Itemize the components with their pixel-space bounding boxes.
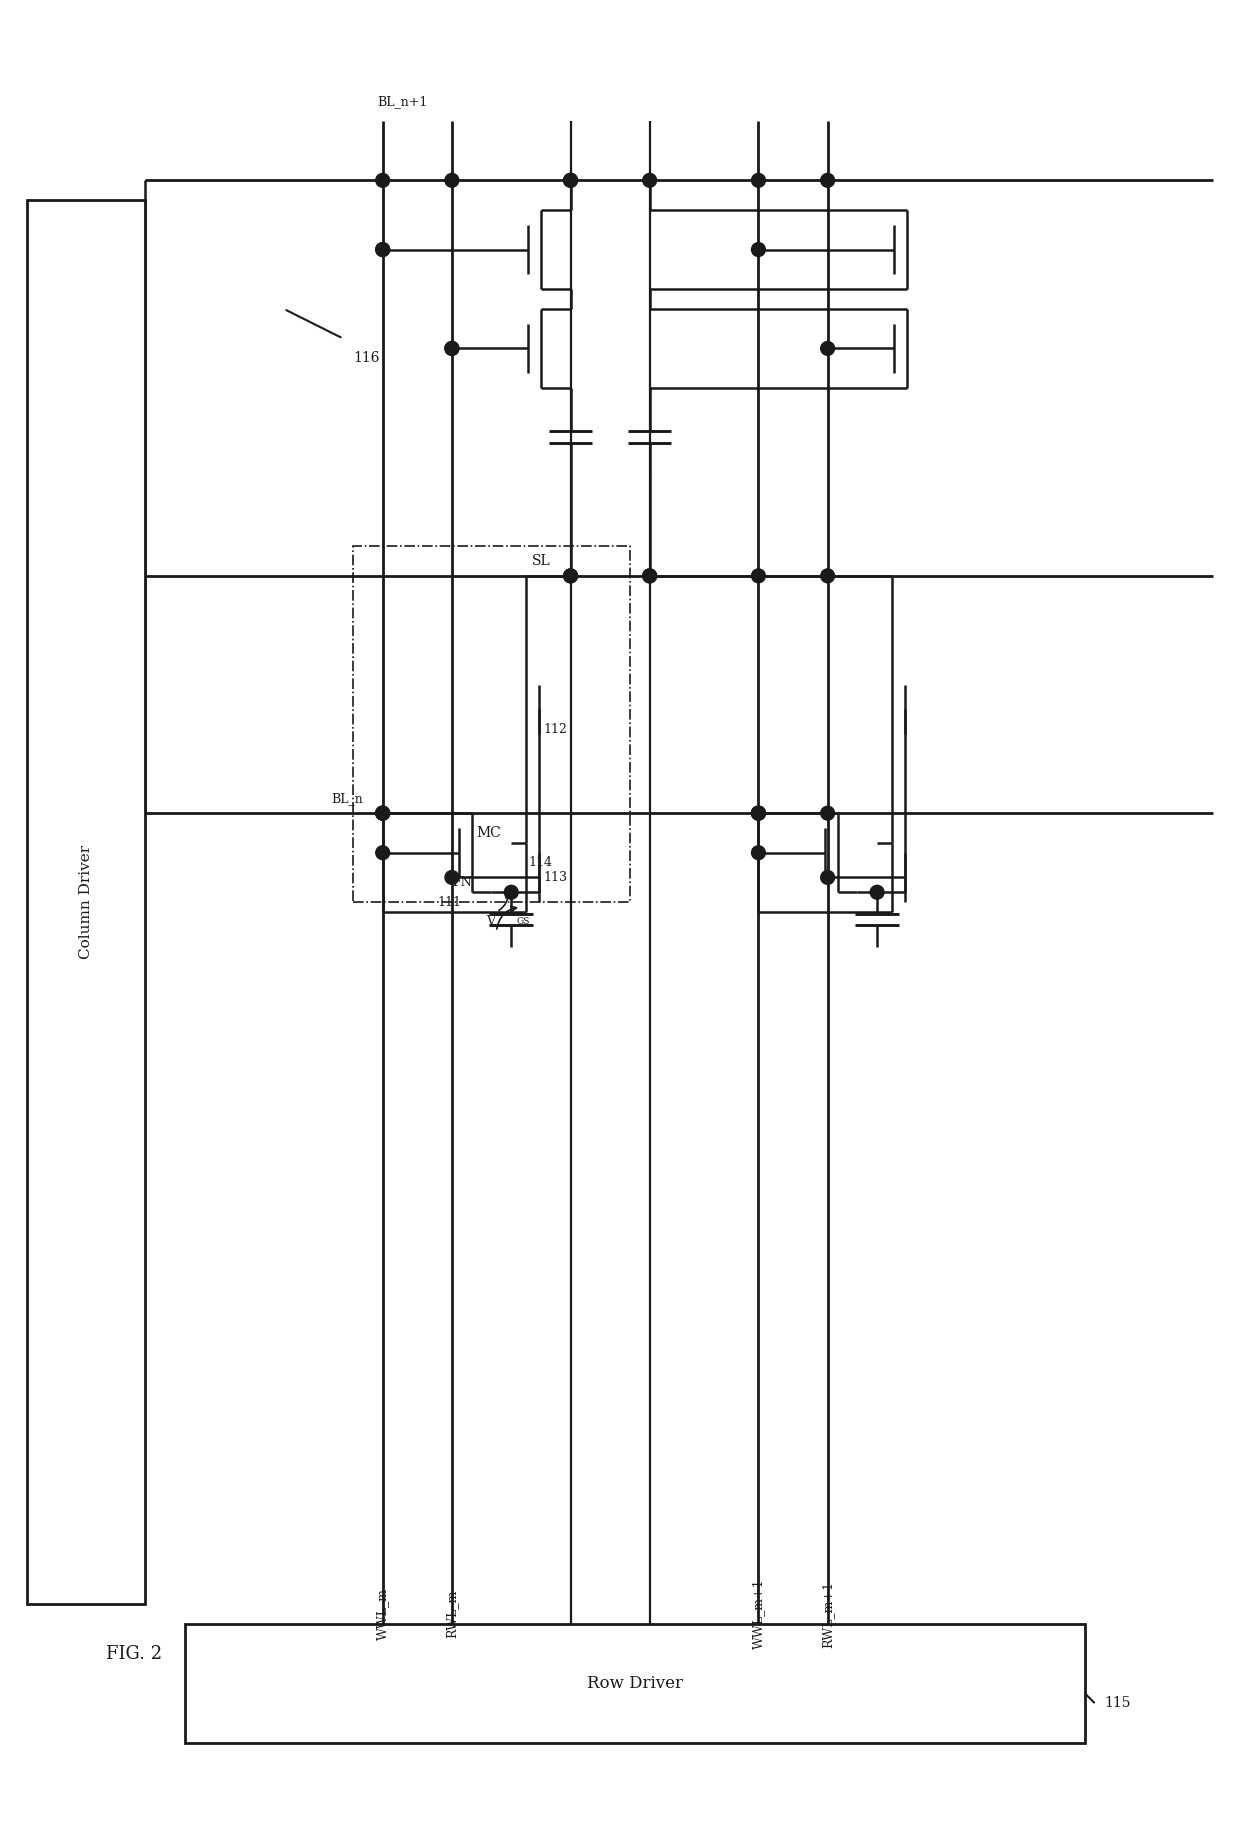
Circle shape: [376, 846, 389, 859]
Circle shape: [376, 806, 389, 821]
Circle shape: [445, 174, 459, 187]
Text: MC: MC: [476, 826, 501, 839]
Circle shape: [821, 570, 835, 583]
Text: SL: SL: [532, 553, 551, 568]
Circle shape: [642, 570, 657, 583]
Text: GS: GS: [516, 918, 529, 927]
Text: V: V: [486, 916, 496, 929]
Circle shape: [751, 806, 765, 821]
Text: WWL_m+1: WWL_m+1: [751, 1579, 765, 1649]
Circle shape: [751, 806, 765, 821]
Circle shape: [564, 570, 578, 583]
Text: FN: FN: [453, 876, 471, 889]
Bar: [27, 200, 145, 1605]
Circle shape: [376, 174, 389, 187]
Text: Row Driver: Row Driver: [587, 1674, 683, 1691]
Text: RWL_m+1: RWL_m+1: [821, 1581, 835, 1647]
Circle shape: [821, 341, 835, 355]
Circle shape: [821, 174, 835, 187]
Circle shape: [751, 242, 765, 256]
Bar: [353, 546, 630, 901]
Text: RWL_m: RWL_m: [445, 1590, 459, 1638]
Circle shape: [642, 174, 657, 187]
Circle shape: [751, 570, 765, 583]
Text: BL_n: BL_n: [331, 791, 363, 804]
Circle shape: [445, 870, 459, 885]
Text: WWL_m: WWL_m: [376, 1588, 389, 1640]
Circle shape: [376, 242, 389, 256]
Circle shape: [564, 570, 578, 583]
Circle shape: [751, 846, 765, 859]
Circle shape: [821, 870, 835, 885]
Text: FIG. 2: FIG. 2: [105, 1645, 162, 1663]
Circle shape: [376, 806, 389, 821]
Circle shape: [505, 885, 518, 900]
Text: BL_n+1: BL_n+1: [377, 95, 428, 108]
Text: 114: 114: [529, 856, 553, 868]
Circle shape: [751, 174, 765, 187]
Circle shape: [870, 885, 884, 900]
Circle shape: [564, 174, 578, 187]
Text: 112: 112: [544, 722, 568, 736]
Text: Column Driver: Column Driver: [79, 845, 93, 960]
Text: 115: 115: [1105, 1696, 1131, 1709]
Circle shape: [564, 174, 578, 187]
Bar: [185, 1623, 1085, 1742]
Circle shape: [445, 341, 459, 355]
Circle shape: [376, 242, 389, 256]
Circle shape: [376, 806, 389, 821]
Circle shape: [751, 806, 765, 821]
Circle shape: [821, 806, 835, 821]
Text: 116: 116: [353, 352, 379, 365]
Text: 111: 111: [438, 896, 461, 909]
Circle shape: [642, 570, 657, 583]
Text: 113: 113: [543, 870, 568, 883]
Circle shape: [445, 341, 459, 355]
